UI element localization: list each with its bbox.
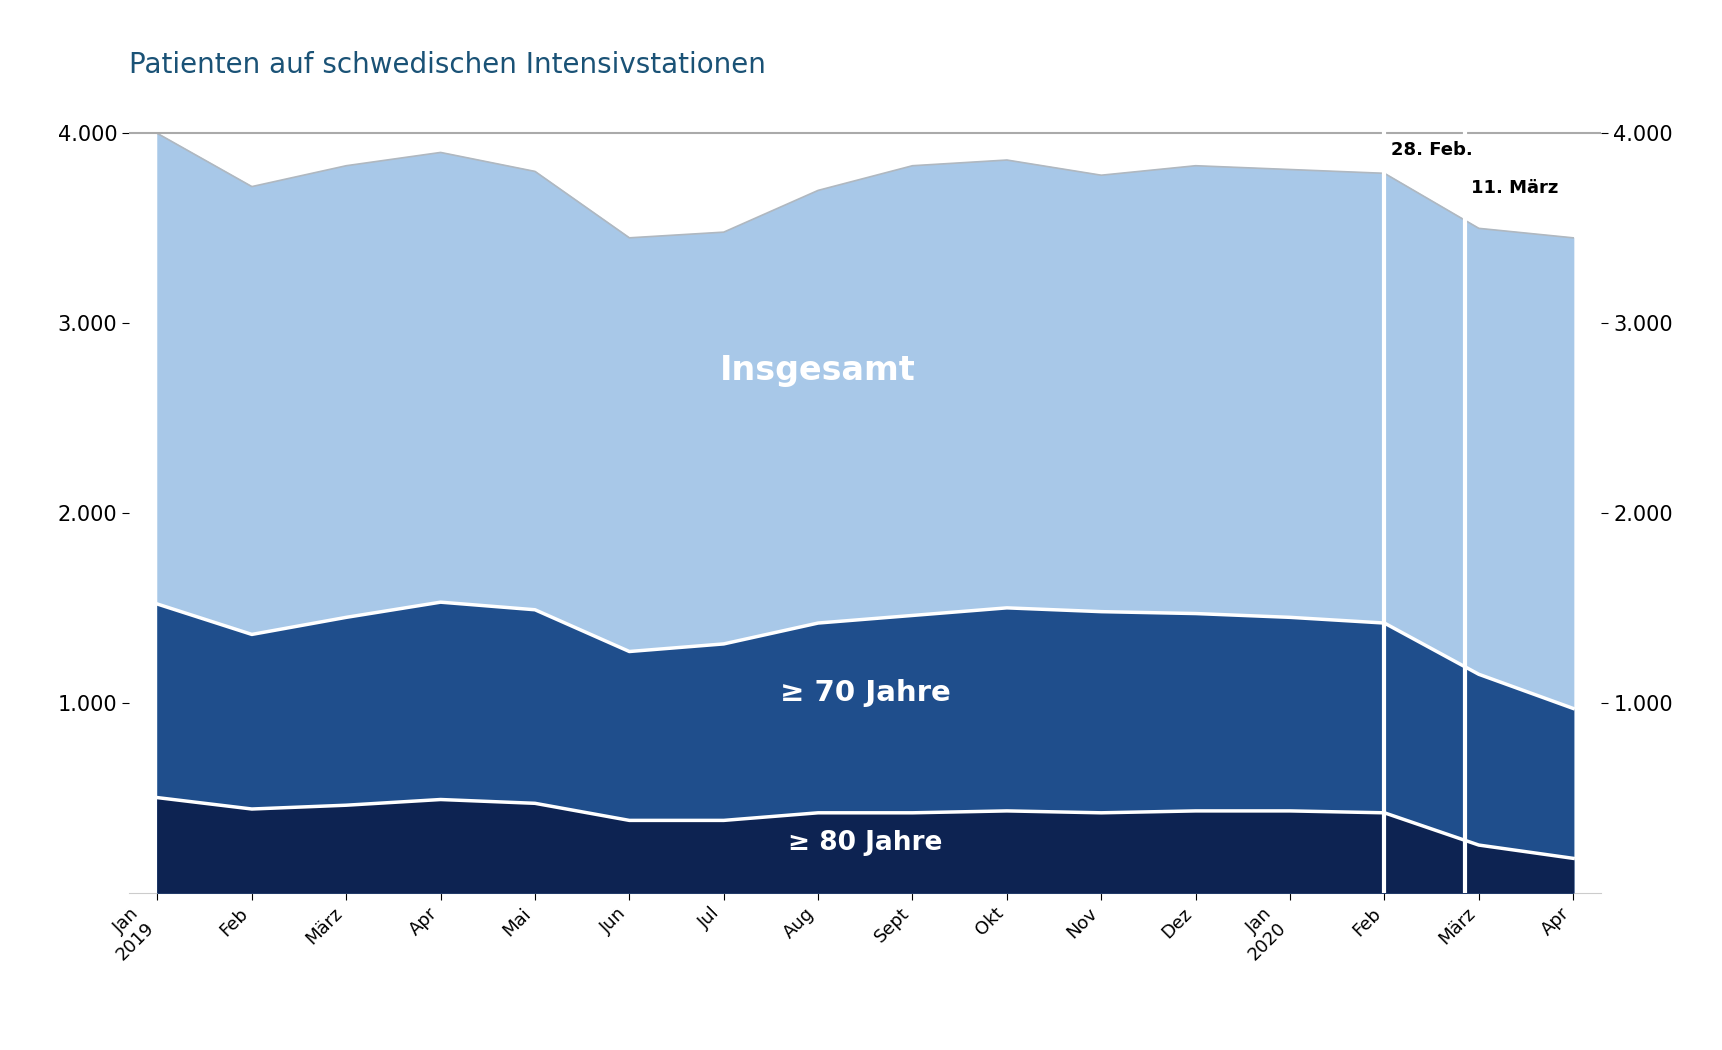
Text: Insgesamt: Insgesamt (720, 354, 916, 387)
Text: Patienten auf schwedischen Intensivstationen: Patienten auf schwedischen Intensivstati… (129, 50, 766, 79)
Text: 11. März: 11. März (1471, 178, 1558, 197)
Text: ≥ 80 Jahre: ≥ 80 Jahre (789, 831, 942, 856)
Text: 28. Feb.: 28. Feb. (1391, 141, 1472, 159)
Text: ≥ 70 Jahre: ≥ 70 Jahre (780, 679, 951, 708)
